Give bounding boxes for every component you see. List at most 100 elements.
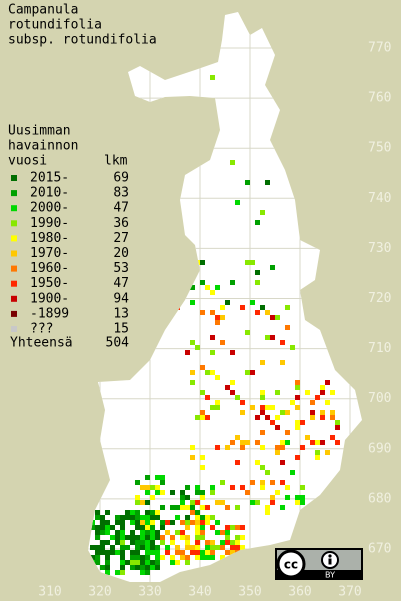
- observation-square: [110, 535, 115, 540]
- observation-square: [125, 535, 130, 540]
- observation-square: [120, 570, 125, 575]
- observation-square: [325, 380, 330, 385]
- observation-square: [260, 430, 265, 435]
- observation-square: [235, 395, 240, 400]
- observation-square: [210, 290, 215, 295]
- legend-swatch: [11, 326, 17, 332]
- observation-square: [145, 560, 150, 565]
- observation-square: [280, 410, 285, 415]
- observation-square: [135, 510, 140, 515]
- y-coordinate-label: 740: [368, 191, 391, 206]
- legend-swatch: [11, 220, 17, 227]
- observation-square: [325, 400, 330, 405]
- observation-square: [140, 485, 145, 490]
- observation-square: [115, 535, 120, 540]
- observation-square: [105, 525, 110, 530]
- observation-square: [280, 360, 285, 365]
- observation-square: [170, 505, 175, 510]
- observation-square: [225, 525, 230, 530]
- legend-label: 1950-: [30, 276, 69, 291]
- observation-square: [190, 500, 195, 505]
- observation-square: [145, 535, 150, 540]
- observation-square: [295, 380, 300, 385]
- observation-square: [260, 485, 265, 490]
- observation-square: [155, 490, 160, 495]
- observation-square: [150, 560, 155, 565]
- observation-square: [150, 565, 155, 570]
- observation-square: [230, 350, 235, 355]
- cc-text: cc: [284, 558, 298, 572]
- observation-square: [90, 525, 95, 530]
- observation-square: [330, 410, 335, 415]
- observation-square: [240, 440, 245, 445]
- legend-swatch: [11, 175, 17, 181]
- y-coordinate-label: 690: [368, 441, 391, 456]
- observation-square: [185, 535, 190, 540]
- legend-swatch: [11, 265, 17, 272]
- observation-square: [195, 485, 200, 490]
- observation-square: [225, 385, 230, 390]
- observation-square: [140, 545, 145, 550]
- observation-square: [260, 210, 265, 215]
- observation-square: [260, 305, 265, 310]
- observation-square: [150, 525, 155, 530]
- observation-square: [205, 540, 210, 545]
- observation-square: [135, 555, 140, 560]
- observation-square: [295, 420, 300, 425]
- observation-square: [135, 520, 140, 525]
- observation-square: [140, 565, 145, 570]
- by-text: BY: [325, 571, 335, 580]
- observation-square: [150, 515, 155, 520]
- observation-square: [190, 510, 195, 515]
- observation-square: [245, 370, 250, 375]
- observation-square: [290, 470, 295, 475]
- observation-square: [200, 515, 205, 520]
- legend-label: 1970-: [30, 246, 69, 261]
- observation-square: [140, 535, 145, 540]
- observation-square: [145, 510, 150, 515]
- observation-square: [200, 310, 205, 315]
- observation-square: [115, 515, 120, 520]
- observation-square: [160, 490, 165, 495]
- observation-square: [190, 340, 195, 345]
- observation-square: [115, 520, 120, 525]
- observation-square: [215, 285, 220, 290]
- observation-square: [225, 530, 230, 535]
- observation-square: [120, 555, 125, 560]
- observation-square: [145, 545, 150, 550]
- observation-square: [185, 540, 190, 545]
- observation-square: [95, 530, 100, 535]
- observation-square: [255, 415, 260, 420]
- observation-square: [95, 525, 100, 530]
- x-coordinate-label: 370: [338, 585, 361, 600]
- y-coordinate-label: 720: [368, 291, 391, 306]
- observation-square: [190, 505, 195, 510]
- observation-square: [145, 525, 150, 530]
- observation-square: [120, 540, 125, 545]
- observation-square: [215, 530, 220, 535]
- observation-square: [140, 555, 145, 560]
- observations: [90, 65, 340, 575]
- observation-square: [105, 570, 110, 575]
- observation-square: [145, 570, 150, 575]
- observation-square: [140, 525, 145, 530]
- observation-square: [110, 525, 115, 530]
- observation-square: [310, 415, 315, 420]
- observation-square: [135, 495, 140, 500]
- observation-square: [230, 440, 235, 445]
- observation-square: [115, 540, 120, 545]
- observation-square: [320, 415, 325, 420]
- observation-square: [155, 550, 160, 555]
- observation-square: [310, 410, 315, 415]
- observation-square: [160, 540, 165, 545]
- observation-square: [255, 310, 260, 315]
- legend-label: 1960-: [30, 261, 69, 276]
- observation-square: [175, 515, 180, 520]
- observation-square: [130, 540, 135, 545]
- observation-square: [245, 330, 250, 335]
- observation-square: [200, 495, 205, 500]
- observation-square: [200, 455, 205, 460]
- observation-square: [140, 520, 145, 525]
- observation-square: [140, 540, 145, 545]
- observation-square: [95, 545, 100, 550]
